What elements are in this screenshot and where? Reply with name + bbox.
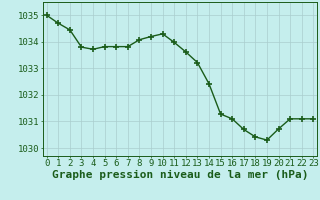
- X-axis label: Graphe pression niveau de la mer (hPa): Graphe pression niveau de la mer (hPa): [52, 170, 308, 180]
